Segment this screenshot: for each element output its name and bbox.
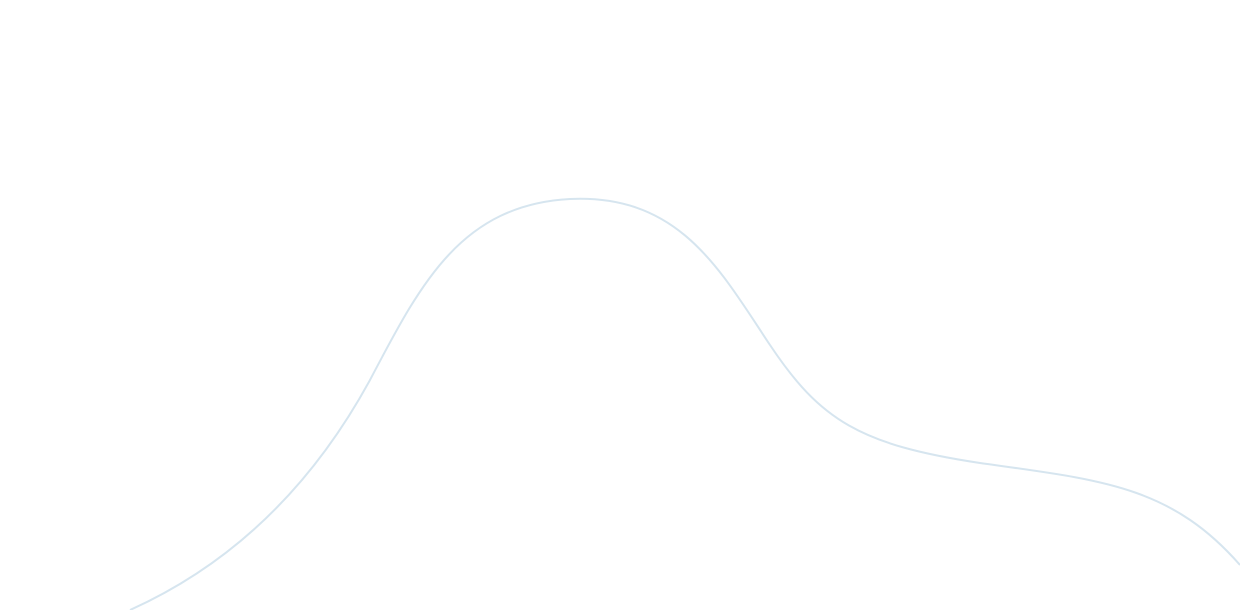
decorative-wave-line — [129, 197, 1240, 610]
